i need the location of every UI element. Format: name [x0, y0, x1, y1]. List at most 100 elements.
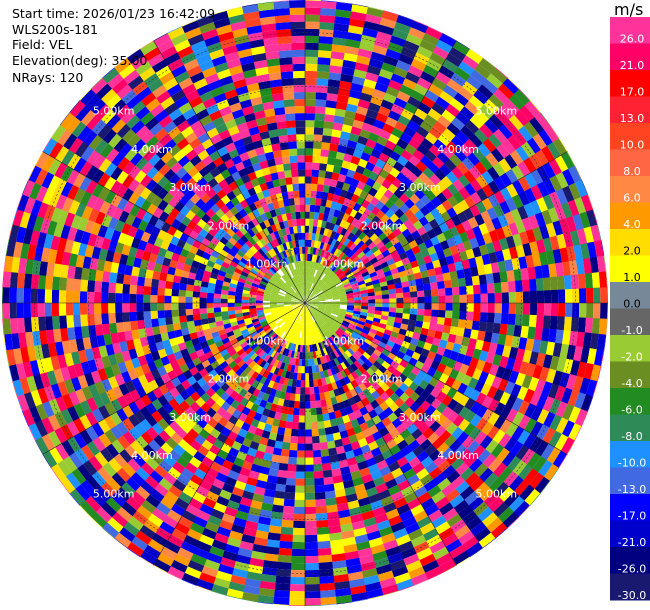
ppi-gate [458, 394, 470, 407]
ppi-gate [178, 296, 186, 303]
ppi-gate [370, 352, 379, 361]
ppi-gate [482, 57, 496, 69]
ppi-gate [256, 523, 270, 533]
ppi-gate [390, 267, 399, 275]
ppi-gate [393, 572, 411, 585]
ppi-gate [326, 301, 334, 303]
ppi-gate [59, 277, 68, 291]
ppi-gate [487, 166, 500, 181]
ppi-gate [442, 272, 451, 282]
ppi-gate [331, 216, 338, 225]
ppi-gate [294, 499, 305, 507]
ppi-gate [335, 202, 343, 212]
ppi-gate [385, 173, 397, 184]
ppi-gate [385, 438, 397, 450]
ppi-gate [282, 355, 288, 364]
ppi-gate [504, 334, 514, 348]
ppi-gate [544, 125, 559, 143]
ppi-gate [176, 473, 191, 486]
ppi-gate [369, 364, 379, 373]
ppi-gate [449, 326, 458, 336]
ppi-gate [226, 588, 244, 599]
ppi-gate [322, 340, 328, 348]
ppi-gate [243, 585, 260, 595]
ppi-gate [264, 553, 279, 562]
ppi-gate [307, 290, 312, 297]
ppi-gate [351, 226, 359, 235]
ppi-gate [302, 352, 305, 360]
ppi-gate [430, 360, 440, 371]
ppi-gate [334, 280, 342, 286]
ppi-gate [402, 308, 411, 315]
ppi-gate [336, 601, 353, 605]
ppi-gate [305, 211, 310, 219]
ppi-gate [318, 295, 326, 299]
ppi-gate [272, 418, 281, 427]
ppi-gate [307, 303, 312, 305]
ppi-gate [297, 344, 301, 352]
ppi-gate [308, 337, 312, 345]
ppi-gate [276, 383, 284, 392]
ppi-gate [413, 485, 428, 498]
ppi-gate [322, 275, 329, 283]
ppi-gate [331, 560, 347, 569]
ppi-gate [333, 232, 341, 241]
ppi-gate [433, 472, 447, 486]
ppi-gate [473, 463, 488, 478]
ppi-gate [359, 92, 373, 103]
ppi-gate [292, 329, 297, 337]
ppi-gate [263, 488, 276, 498]
ppi-gate [314, 277, 320, 285]
ppi-gate [422, 560, 440, 573]
ppi-gate [315, 407, 323, 415]
ppi-gate [383, 270, 392, 277]
ppi-gate [352, 352, 360, 361]
ppi-gate [402, 292, 411, 298]
ppi-gate [304, 562, 319, 571]
ppi-gate [302, 309, 305, 317]
ppi-gate [328, 390, 336, 399]
ppi-gate [350, 280, 358, 286]
ppi-gate [329, 532, 343, 541]
ppi-gate [445, 303, 453, 311]
ppi-gate [521, 374, 533, 389]
ppi-gate [373, 237, 382, 246]
ppi-gate [305, 21, 320, 30]
ppi-gate [338, 346, 345, 355]
ppi-gate [293, 314, 298, 322]
ppi-gate [320, 273, 326, 281]
ppi-gate [471, 275, 480, 286]
ppi-gate [311, 254, 316, 262]
ppi-gate [487, 398, 500, 413]
ppi-gate [569, 330, 578, 347]
ppi-gate [157, 302, 165, 311]
ppi-gate [427, 268, 436, 277]
ppi-gate [332, 475, 343, 484]
ppi-gate [235, 554, 251, 565]
ppi-gate [381, 179, 392, 190]
ppi-gate [361, 85, 375, 96]
ppi-gate [339, 408, 348, 417]
ppi-gate [304, 457, 314, 465]
ppi-gate [442, 325, 451, 334]
ppi-gate [348, 263, 357, 270]
ppi-gate [304, 359, 309, 367]
ppi-gate [567, 389, 580, 407]
ppi-gate [346, 307, 354, 311]
ppi-gate [331, 468, 342, 477]
ppi-gate [93, 291, 102, 303]
ppi-gate [370, 324, 379, 331]
ppi-gate [406, 324, 416, 333]
ppi-gate [342, 536, 357, 547]
ppi-gate [357, 280, 366, 286]
ppi-gate [583, 363, 594, 380]
ppi-gate [277, 368, 284, 377]
ppi-gate [307, 301, 312, 303]
ppi-gate [311, 284, 316, 291]
ppi-gate [388, 311, 396, 318]
ppi-gate [239, 444, 250, 454]
ppi-gate [325, 320, 333, 327]
ppi-gate [417, 491, 432, 505]
ppi-gate [235, 510, 249, 521]
ppi-gate [503, 99, 520, 115]
